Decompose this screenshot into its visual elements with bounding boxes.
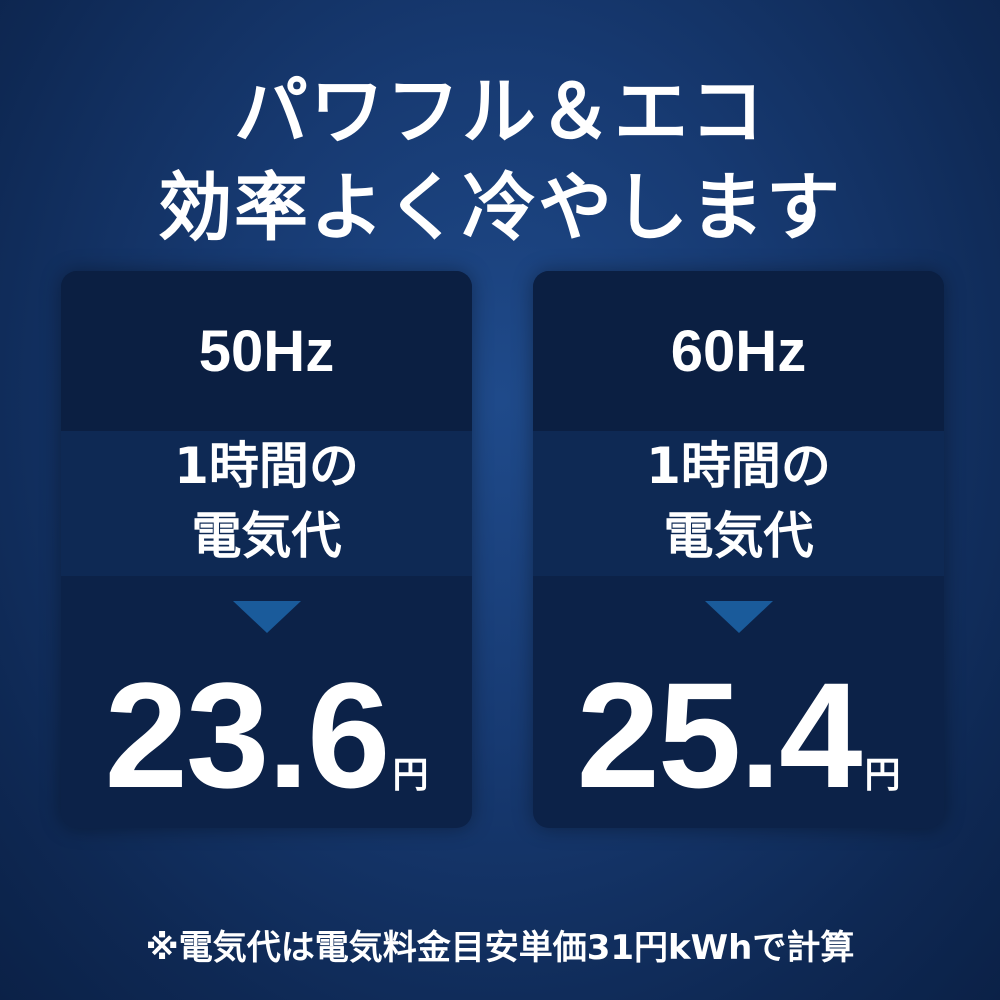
headline-line1: パワフル＆エコ <box>234 69 766 155</box>
cost-value: 25.4 円 <box>533 649 944 822</box>
cost-number: 23.6 <box>104 651 391 819</box>
cost-label-line1: 1時間の <box>646 437 831 495</box>
frequency-label: 60Hz <box>533 271 944 431</box>
card-50hz: 50Hz 1時間の 電気代 23.6 円 <box>61 271 472 828</box>
triangle-down-icon <box>704 601 773 633</box>
card-60hz: 60Hz 1時間の 電気代 25.4 円 <box>533 271 944 828</box>
cost-value: 23.6 円 <box>61 649 472 822</box>
cost-label: 1時間の 電気代 <box>61 431 472 576</box>
headline-line2: 効率よく冷やします <box>158 165 842 251</box>
cost-label-line1: 1時間の <box>174 437 359 495</box>
cost-unit: 円 <box>392 755 429 796</box>
cost-label-line2: 電気代 <box>663 507 814 565</box>
cost-label: 1時間の 電気代 <box>533 431 944 576</box>
cost-unit: 円 <box>864 755 901 796</box>
footnote: ※電気代は電気料金目安単価31円kWhで計算 <box>145 928 855 968</box>
cost-label-line2: 電気代 <box>191 507 342 565</box>
frequency-label: 50Hz <box>61 271 472 431</box>
cost-number: 25.4 <box>576 651 863 819</box>
triangle-down-icon <box>232 601 301 633</box>
